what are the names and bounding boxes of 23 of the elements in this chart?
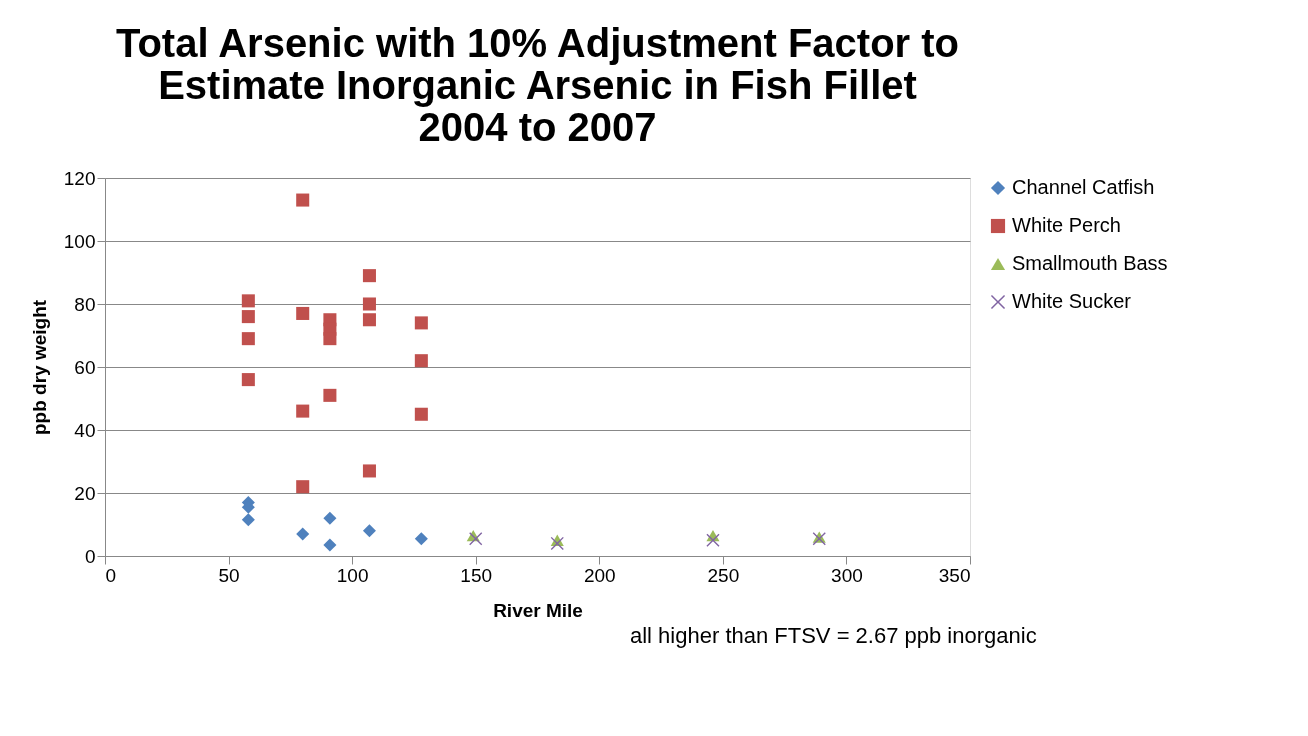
- y-tick-label: 120: [63, 167, 96, 189]
- x-tick-label: 50: [218, 564, 240, 586]
- y-tick-label: 0: [84, 545, 96, 567]
- legend-label: Smallmouth Bass: [1012, 252, 1168, 274]
- legend-label: White Sucker: [1012, 290, 1132, 312]
- y-tick-label: 40: [74, 419, 96, 441]
- y-axis-title: ppb dry weight: [28, 299, 50, 436]
- y-tick-label: 80: [74, 293, 96, 315]
- x-axis-title: River Mile: [493, 599, 583, 621]
- legend-label: Channel Catfish: [1012, 176, 1155, 198]
- x-tick-label: 200: [583, 564, 616, 586]
- y-tick-label: 60: [74, 356, 96, 378]
- y-tick-label: 100: [63, 230, 96, 252]
- x-tick-label: 100: [336, 564, 369, 586]
- x-tick-label: 150: [460, 564, 493, 586]
- text: Total Arsenic with 10% Adjustment Factor to: [115, 21, 960, 65]
- x-tick-label: 350: [938, 564, 971, 586]
- legend-label: White Perch: [1012, 214, 1121, 236]
- text: all higher than FTSV = 2.67 ppb inorganic: [630, 623, 1037, 648]
- x-tick-label: 250: [707, 564, 740, 586]
- x-tick-label: 0: [105, 564, 117, 586]
- y-tick-label: 20: [74, 482, 96, 504]
- x-tick-label: 300: [831, 564, 863, 586]
